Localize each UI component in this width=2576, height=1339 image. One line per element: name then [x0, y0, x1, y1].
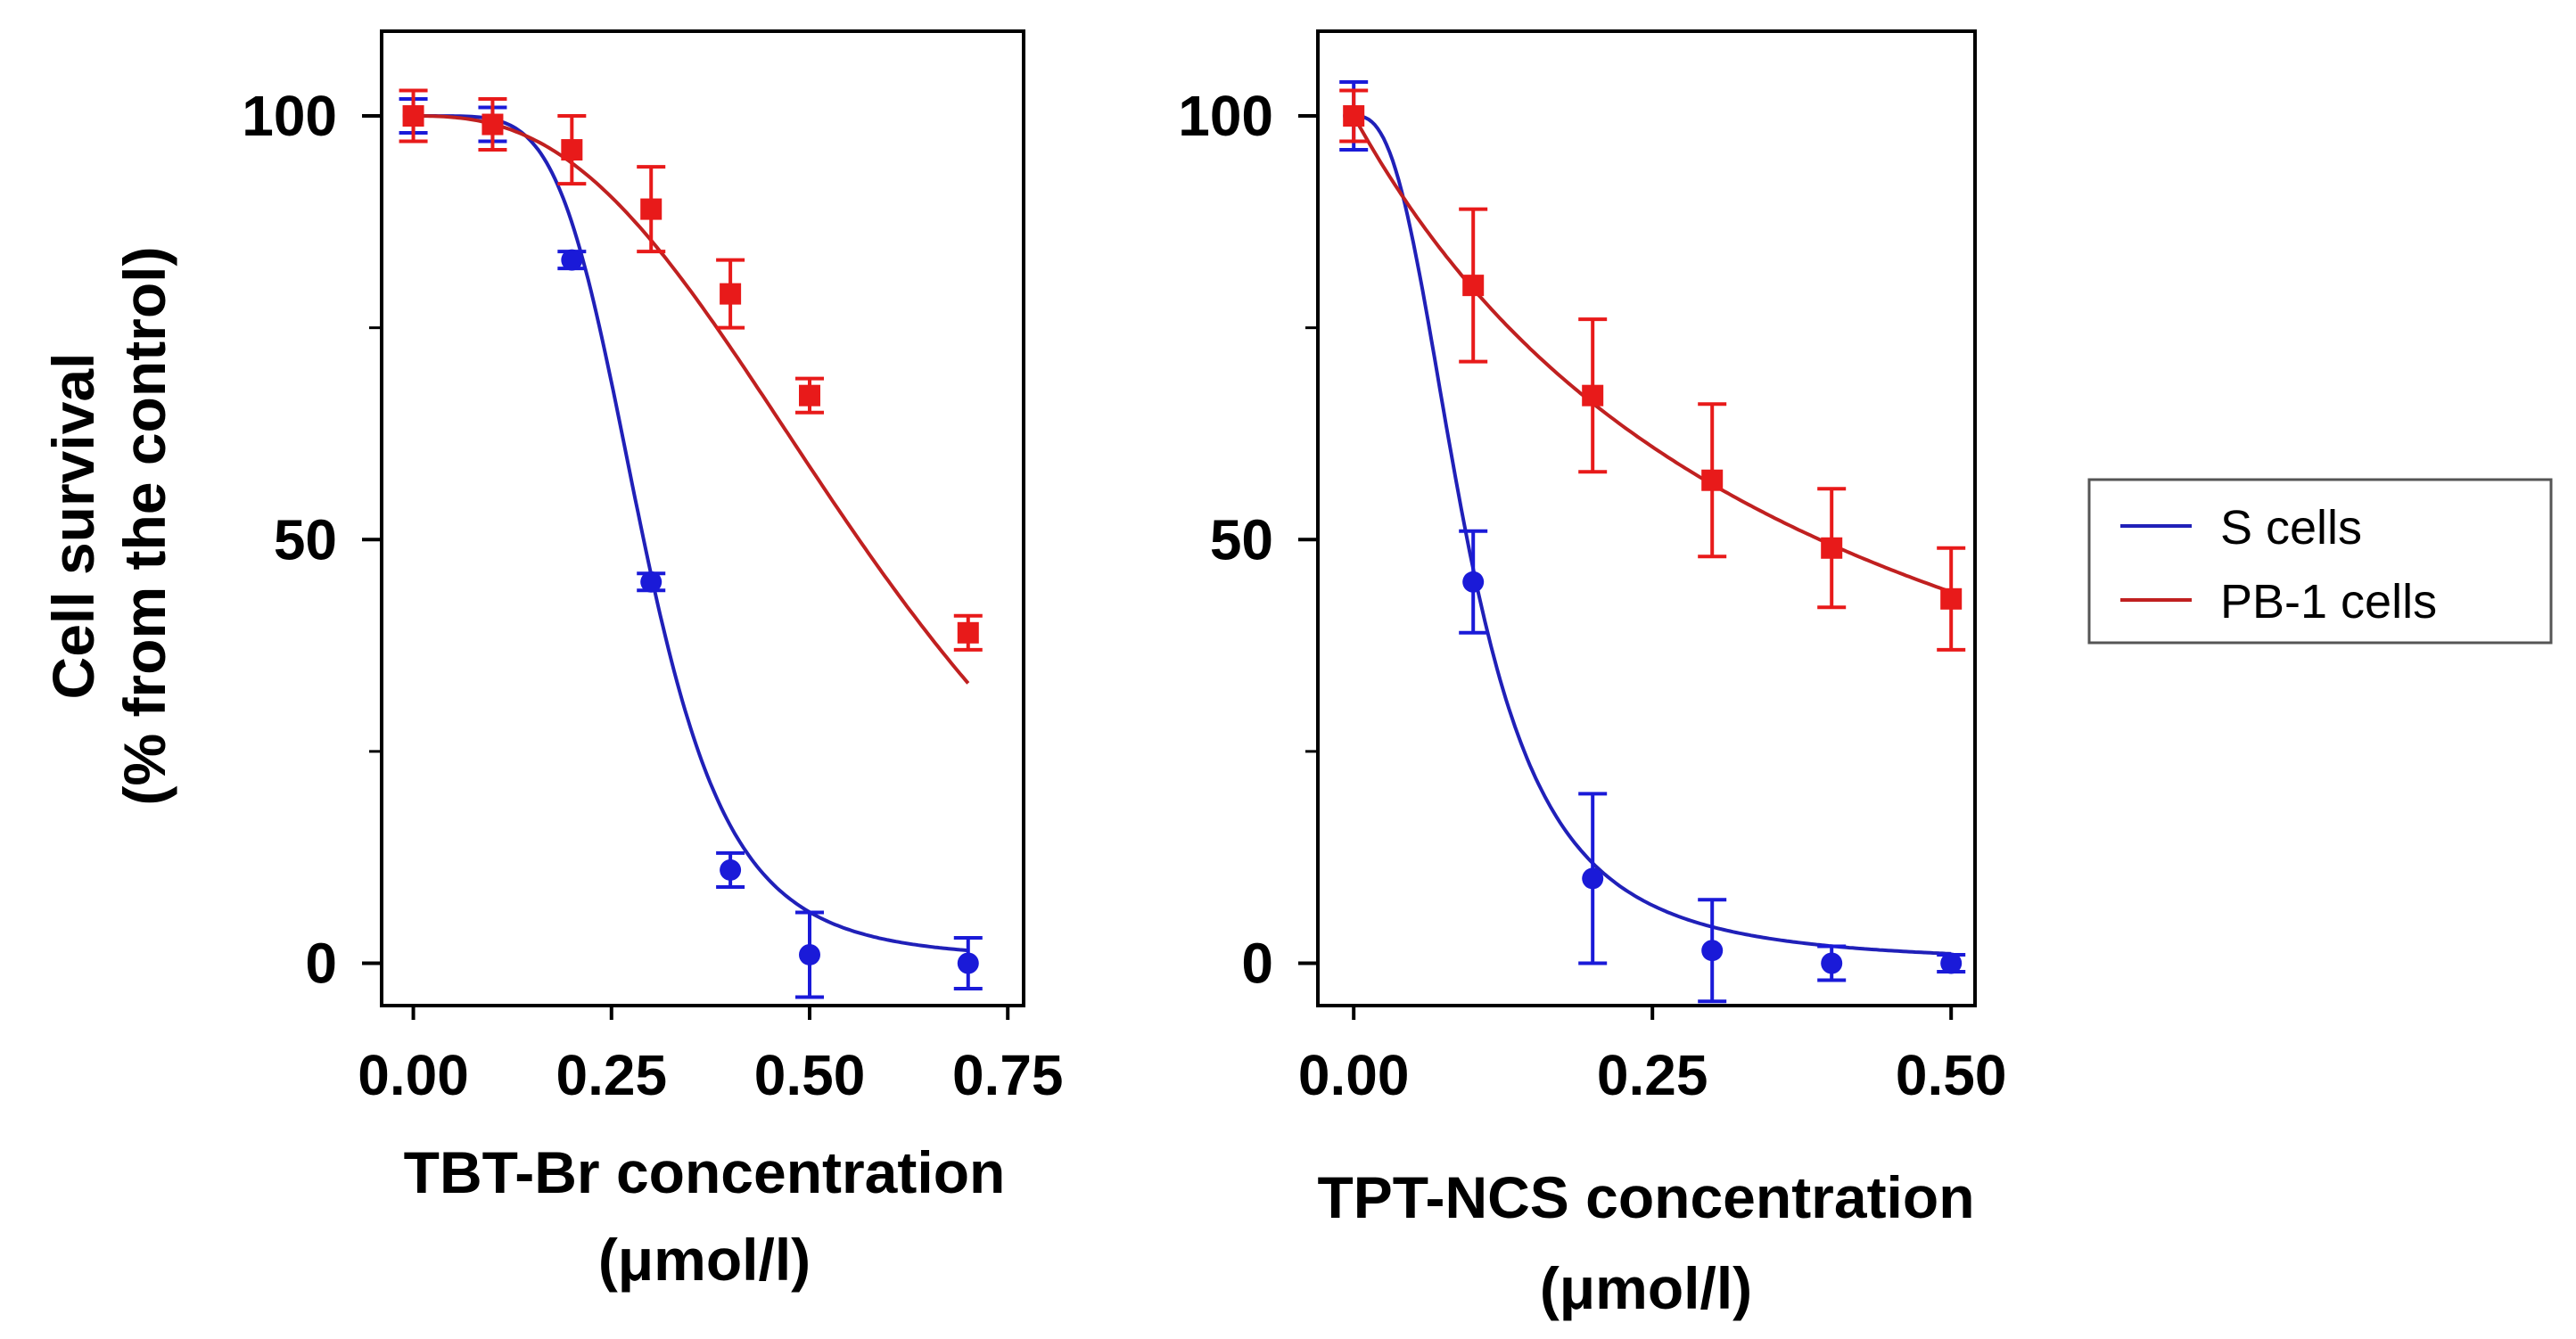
data-points-tpt-ncs	[1339, 80, 1966, 1004]
fit-curve-tpt-ncs-pb1	[1352, 115, 1952, 594]
x-axis-title-tbt-br-line1: TBT-Br concentration	[404, 1139, 1006, 1205]
y-axis-title-line1: Cell survival	[40, 353, 106, 700]
legend: S cells PB-1 cells	[2087, 478, 2553, 645]
legend-label-pb1-cells: PB-1 cells	[2220, 575, 2437, 628]
data-point-tpt-ncs-pb1-1	[1462, 275, 1485, 297]
fit-curve-tpt-ncs-s	[1354, 114, 1952, 956]
data-point-tbt-br-pb1-2	[561, 139, 583, 161]
data-point-tpt-ncs-s-3	[1701, 940, 1724, 962]
x-axis-title-tpt-ncs-line1: TPT-NCS concentration	[1317, 1164, 1974, 1230]
x-tick-label-tbt-br-2: 0.50	[754, 1043, 866, 1107]
plot-frame-tpt-ncs	[1316, 29, 1977, 1007]
legend-label-s-cells: S cells	[2220, 501, 2362, 554]
panel-tbt-br: 0.00 0.25 0.50 0.75 0 50 100 TBT-Br concentrat…	[242, 29, 1064, 1293]
data-point-tbt-br-pb1-1	[481, 113, 504, 136]
x-tick-label-tbt-br-1: 0.25	[556, 1043, 667, 1107]
data-points-tbt-br	[399, 88, 983, 999]
data-point-tpt-ncs-s-4	[1821, 952, 1843, 974]
y-tick-label-tpt-ncs-1: 50	[1210, 507, 1273, 571]
data-point-tbt-br-pb1-5	[799, 384, 820, 407]
data-point-tbt-br-s-3	[640, 571, 663, 593]
x-axis-title-tpt-ncs-line2: (μmol/l)	[1540, 1255, 1752, 1321]
data-point-tbt-br-s-2	[561, 249, 583, 271]
x-tick-label-tpt-ncs-1: 0.25	[1597, 1043, 1708, 1107]
data-point-tbt-br-s-6	[957, 952, 979, 974]
y-tick-label-tpt-ncs-2: 100	[1178, 84, 1273, 148]
axes-ticks-tpt-ncs: 0.00 0.25 0.50 0 50 100	[1178, 84, 2006, 1107]
x-tick-label-tpt-ncs-0: 0.00	[1298, 1043, 1410, 1107]
data-point-tpt-ncs-s-1	[1462, 571, 1485, 593]
data-point-tbt-br-pb1-6	[957, 621, 979, 644]
data-point-tpt-ncs-s-5	[1940, 952, 1963, 974]
y-tick-label-tbt-br-1: 50	[274, 507, 337, 571]
x-tick-label-tpt-ncs-2: 0.50	[1896, 1043, 2007, 1107]
y-tick-label-tbt-br-2: 100	[242, 84, 337, 148]
plot-frame-tbt-br	[380, 29, 1025, 1007]
data-point-tpt-ncs-pb1-2	[1582, 384, 1604, 407]
fit-curves-tbt-br	[413, 114, 970, 953]
data-point-tbt-br-s-5	[799, 943, 820, 965]
data-point-tpt-ncs-pb1-0	[1343, 105, 1365, 127]
data-point-tpt-ncs-s-2	[1582, 867, 1604, 890]
panel-tpt-ncs: 0.00 0.25 0.50 0 50 100 TPT-NCS concentration…	[1178, 29, 2006, 1321]
data-point-tpt-ncs-pb1-5	[1940, 587, 1963, 610]
data-point-tbt-br-pb1-0	[402, 105, 424, 127]
data-point-tpt-ncs-pb1-4	[1821, 537, 1843, 559]
x-tick-label-tbt-br-3: 0.75	[952, 1043, 1064, 1107]
data-point-tbt-br-s-4	[720, 858, 742, 881]
fit-curve-tbt-br-s	[413, 114, 968, 953]
x-tick-label-tbt-br-0: 0.00	[358, 1043, 469, 1107]
data-point-tbt-br-pb1-3	[640, 198, 663, 220]
data-point-tpt-ncs-pb1-3	[1701, 469, 1724, 491]
legend-box	[2087, 478, 2553, 645]
data-point-tbt-br-pb1-4	[720, 283, 742, 305]
fit-curves-tpt-ncs	[1352, 114, 1952, 956]
y-axis-title-line2: (% from the control)	[111, 247, 177, 806]
y-tick-label-tpt-ncs-0: 0	[1241, 931, 1273, 995]
fit-curve-tbt-br-pb1	[413, 114, 970, 685]
y-tick-label-tbt-br-0: 0	[305, 931, 337, 995]
x-axis-title-tbt-br-line2: (μmol/l)	[598, 1227, 811, 1293]
axes-ticks-tbt-br: 0.00 0.25 0.50 0.75 0 50 100	[242, 84, 1063, 1107]
